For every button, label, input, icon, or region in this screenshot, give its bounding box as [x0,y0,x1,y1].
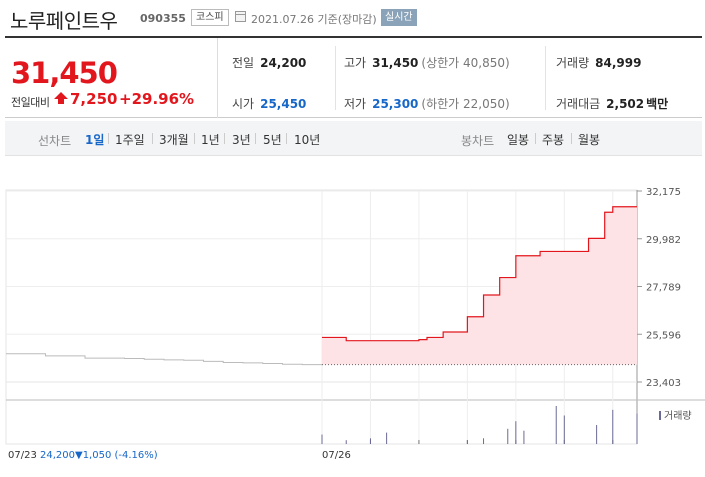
current-date-label: 07/26 [322,450,351,461]
current-price: 31,450 [11,56,118,90]
period-1w-tab[interactable]: 1주일 [115,133,145,147]
divider [571,133,572,144]
y-tick-label: 27,789 [646,283,681,294]
reference-date: 2021.07.26 기준(장마감) [251,13,377,26]
change-value: 7,250 [70,90,118,108]
amount-cell: 거래대금 2,502 백만 [556,95,668,112]
low-cell: 저가 25,300 (하한가 22,050) [344,95,510,112]
volume-label: 거래량 [556,56,590,70]
prev-close-value: 24,200 [260,56,307,70]
divider [535,133,536,144]
period-3y-tab[interactable]: 3년 [232,133,251,147]
open-value: 25,450 [260,97,307,111]
amount-label: 거래대금 [556,97,601,111]
divider [545,46,546,110]
y-tick-label: 25,596 [646,330,681,341]
high-value: 31,450 [372,56,419,70]
prev-close-price: 24,200 [40,450,75,461]
y-tick-label: 29,982 [646,235,681,246]
prev-day-line [6,353,322,366]
prev-date-label: 07/23 [8,450,37,461]
price-chart: 32,17529,98227,78925,59623,40310:0011:00… [5,187,705,445]
divider [255,133,256,144]
y-tick-label: 23,403 [646,378,681,389]
change-label: 전일대비 [11,96,50,109]
prev-close-label: 전일 [232,56,255,70]
price-area-fill [322,206,637,365]
market-badge: 코스피 [191,9,229,26]
upper-limit: (상한가 40,850) [421,56,510,70]
candle-daily-tab[interactable]: 일봉 [507,133,530,147]
period-1d-tab[interactable]: 1일 [85,133,105,147]
divider [224,133,225,144]
low-value: 25,300 [372,97,419,111]
high-cell: 고가 31,450 (상한가 40,850) [344,54,510,71]
stock-name: 노루페인트우 [10,9,118,33]
up-arrow-icon [54,92,68,104]
divider [286,133,287,144]
amount-value: 2,502 [606,97,645,111]
realtime-button[interactable]: 실시간 [381,9,417,26]
period-10y-tab[interactable]: 10년 [294,133,321,147]
chart-toolbar: 선차트 1일 1주일 3개월 1년 3년 5년 10년 봉차트 일봉 주봉 월봉 [5,121,702,156]
candle-chart-label: 봉차트 [461,134,495,148]
volume-value: 84,999 [595,56,642,70]
y-tick-label: 32,175 [646,187,681,198]
quote-box: 31,450 전일대비 7,250 +29.96% 전일 24,200 고가 31,… [5,36,702,118]
divider [108,133,109,144]
prev-close-cell: 전일 24,200 [232,54,306,71]
period-3m-tab[interactable]: 3개월 [159,133,189,147]
change-rate: +29.96% [119,90,195,108]
calendar-icon [235,11,246,22]
open-label: 시가 [232,97,255,111]
stock-code: 090355 [140,12,186,25]
prev-change: ▼1,050 (-4.16%) [75,450,158,461]
stock-header: 노루페인트우 090355 코스피 2021.07.26 기준(장마감) 실시간 [0,0,705,34]
high-label: 고가 [344,56,367,70]
lower-limit: (하한가 22,050) [421,97,510,111]
divider [194,133,195,144]
amount-unit: 백만 [646,97,669,111]
divider [152,133,153,144]
low-label: 저가 [344,97,367,111]
volume-legend: 거래량 [659,407,692,422]
candle-monthly-tab[interactable]: 월봉 [578,133,601,147]
price-area: 31,450 전일대비 7,250 +29.96% [5,38,218,118]
price-line [322,206,637,342]
divider [335,46,336,110]
period-5y-tab[interactable]: 5년 [263,133,282,147]
volume-cell: 거래량 84,999 [556,54,641,71]
open-cell: 시가 25,450 [232,95,306,112]
period-1y-tab[interactable]: 1년 [201,133,220,147]
line-chart-label: 선차트 [38,134,72,148]
candle-weekly-tab[interactable]: 주봉 [542,133,565,147]
